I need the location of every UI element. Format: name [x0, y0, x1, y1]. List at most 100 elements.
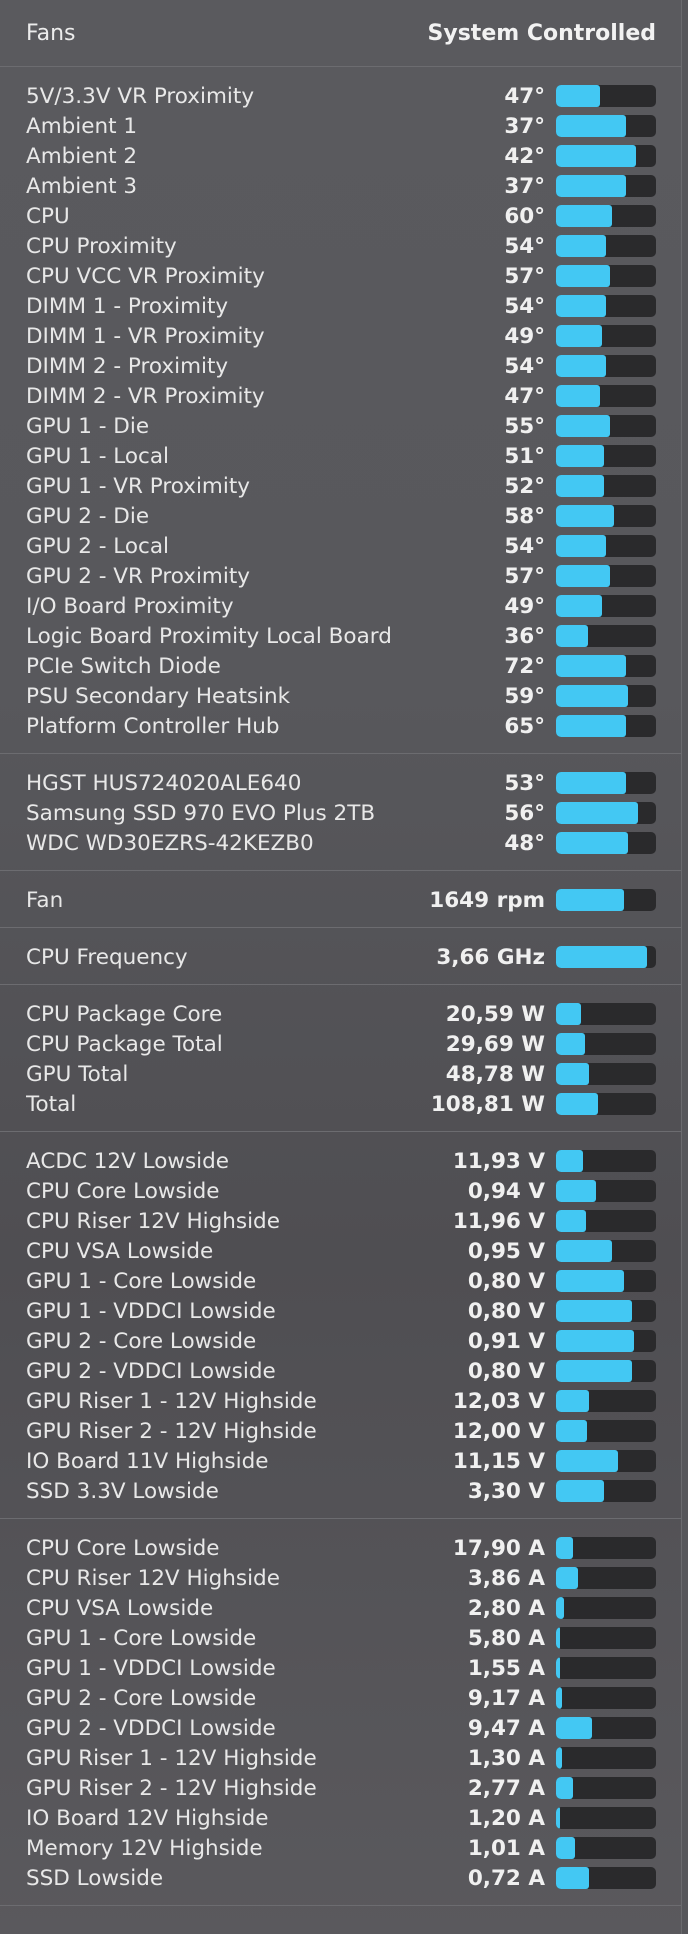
sensor-row[interactable]: HGST HUS724020ALE640 53°	[0, 768, 681, 798]
sensor-row[interactable]: Ambient 1 37°	[0, 111, 681, 141]
sensor-row[interactable]: 5V/3.3V VR Proximity 47°	[0, 81, 681, 111]
sensor-row[interactable]: GPU 2 - VDDCI Lowside 9,47 A	[0, 1713, 681, 1743]
sensor-row[interactable]: Logic Board Proximity Local Board 36°	[0, 621, 681, 651]
sensor-row[interactable]: CPU VSA Lowside 2,80 A	[0, 1593, 681, 1623]
sensor-value: 3,86 A	[467, 1565, 545, 1591]
sensor-label: Ambient 3	[26, 173, 138, 199]
sensor-row[interactable]: DIMM 2 - Proximity 54°	[0, 351, 681, 381]
sensor-value: 3,30 V	[467, 1478, 545, 1504]
level-bar	[556, 295, 656, 317]
sensor-row[interactable]: GPU 2 - Local 54°	[0, 531, 681, 561]
sensor-value: 59°	[504, 683, 545, 709]
sensor-label: IO Board 11V Highside	[26, 1448, 269, 1474]
sensor-row[interactable]: CPU Frequency 3,66 GHz	[0, 942, 681, 972]
sensor-value: 51°	[504, 443, 545, 469]
level-bar-fill	[556, 1657, 560, 1679]
sensor-row[interactable]: GPU Riser 1 - 12V Highside 12,03 V	[0, 1386, 681, 1416]
sensor-row[interactable]: IO Board 12V Highside 1,20 A	[0, 1803, 681, 1833]
temperatures-section: 5V/3.3V VR Proximity 47° Ambient 1 37° Ambie…	[0, 67, 681, 754]
sensor-label: ACDC 12V Lowside	[26, 1148, 230, 1174]
sensor-row[interactable]: Platform Controller Hub 65°	[0, 711, 681, 741]
level-bar-fill	[556, 445, 604, 467]
level-bar-fill	[556, 1390, 589, 1412]
sensor-row[interactable]: CPU Riser 12V Highside 3,86 A	[0, 1563, 681, 1593]
sensor-row[interactable]: DIMM 1 - VR Proximity 49°	[0, 321, 681, 351]
level-bar	[556, 1063, 656, 1085]
sensor-label: Platform Controller Hub	[26, 713, 280, 739]
sensor-label: GPU Total	[26, 1061, 129, 1087]
sensor-row[interactable]: Ambient 2 42°	[0, 141, 681, 171]
sensor-row[interactable]: SSD Lowside 0,72 A	[0, 1863, 681, 1893]
sensor-row[interactable]: GPU 1 - VDDCI Lowside 0,80 V	[0, 1296, 681, 1326]
sensor-label: Logic Board Proximity Local Board	[26, 623, 392, 649]
sensor-row[interactable]: GPU 2 - Core Lowside 0,91 V	[0, 1326, 681, 1356]
sensor-row[interactable]: PCIe Switch Diode 72°	[0, 651, 681, 681]
sensor-label: Ambient 2	[26, 143, 138, 169]
sensor-label: IO Board 12V Highside	[26, 1805, 269, 1831]
sensor-row[interactable]: CPU VCC VR Proximity 57°	[0, 261, 681, 291]
sensor-row[interactable]: CPU VSA Lowside 0,95 V	[0, 1236, 681, 1266]
sensor-row[interactable]: Ambient 3 37°	[0, 171, 681, 201]
fans-header-title: Fans	[26, 20, 76, 46]
sensor-row[interactable]: DIMM 2 - VR Proximity 47°	[0, 381, 681, 411]
sensor-row[interactable]: WDC WD30EZRS-42KEZB0 48°	[0, 828, 681, 858]
sensor-label: CPU VSA Lowside	[26, 1595, 214, 1621]
sensor-row[interactable]: GPU Riser 2 - 12V Highside 2,77 A	[0, 1773, 681, 1803]
sensor-row[interactable]: CPU Core Lowside 0,94 V	[0, 1176, 681, 1206]
sensor-row[interactable]: GPU Riser 2 - 12V Highside 12,00 V	[0, 1416, 681, 1446]
sensor-label: PSU Secondary Heatsink	[26, 683, 291, 709]
sensor-label: GPU 2 - Die	[26, 503, 150, 529]
sensor-row[interactable]: Fan 1649 rpm	[0, 885, 681, 915]
level-bar	[556, 235, 656, 257]
fan-mode-toggle[interactable]: System Controlled	[427, 20, 656, 46]
sensor-row[interactable]: GPU 1 - VR Proximity 52°	[0, 471, 681, 501]
sensor-value: 17,90 A	[452, 1535, 545, 1561]
sensor-row[interactable]: GPU Total 48,78 W	[0, 1059, 681, 1089]
level-bar-fill	[556, 115, 626, 137]
sensor-value: 0,72 A	[467, 1865, 545, 1891]
sensor-row[interactable]: GPU 2 - VDDCI Lowside 0,80 V	[0, 1356, 681, 1386]
sensor-row[interactable]: GPU 1 - Die 55°	[0, 411, 681, 441]
sensor-row[interactable]: CPU Package Total 29,69 W	[0, 1029, 681, 1059]
sensor-label: CPU VSA Lowside	[26, 1238, 214, 1264]
sensor-row[interactable]: DIMM 1 - Proximity 54°	[0, 291, 681, 321]
level-bar	[556, 1240, 656, 1262]
level-bar	[556, 1420, 656, 1442]
sensor-row[interactable]: IO Board 11V Highside 11,15 V	[0, 1446, 681, 1476]
level-bar-fill	[556, 889, 624, 911]
level-bar-fill	[556, 1807, 560, 1829]
level-bar-fill	[556, 1360, 632, 1382]
sensor-row[interactable]: CPU Package Core 20,59 W	[0, 999, 681, 1029]
sensor-row[interactable]: CPU 60°	[0, 201, 681, 231]
sensor-row[interactable]: GPU 1 - Core Lowside 0,80 V	[0, 1266, 681, 1296]
sensor-row[interactable]: Memory 12V Highside 1,01 A	[0, 1833, 681, 1863]
sensor-row[interactable]: GPU 1 - VDDCI Lowside 1,55 A	[0, 1653, 681, 1683]
sensor-row[interactable]: CPU Core Lowside 17,90 A	[0, 1533, 681, 1563]
sensor-row[interactable]: CPU Riser 12V Highside 11,96 V	[0, 1206, 681, 1236]
sensor-row[interactable]: Total 108,81 W	[0, 1089, 681, 1119]
level-bar-fill	[556, 1093, 598, 1115]
level-bar	[556, 265, 656, 287]
sensor-label: 5V/3.3V VR Proximity	[26, 83, 255, 109]
sensor-label: GPU 1 - VR Proximity	[26, 473, 250, 499]
fans-header: Fans System Controlled	[0, 0, 681, 67]
sensor-row[interactable]: PSU Secondary Heatsink 59°	[0, 681, 681, 711]
sensor-row[interactable]: I/O Board Proximity 49°	[0, 591, 681, 621]
level-bar-fill	[556, 295, 606, 317]
sensor-row[interactable]: Samsung SSD 970 EVO Plus 2TB 56°	[0, 798, 681, 828]
sensor-label: SSD 3.3V Lowside	[26, 1478, 219, 1504]
sensor-label: Fan	[26, 887, 64, 913]
sensor-row[interactable]: GPU Riser 1 - 12V Highside 1,30 A	[0, 1743, 681, 1773]
sensor-value: 65°	[504, 713, 545, 739]
sensor-row[interactable]: GPU 2 - Core Lowside 9,17 A	[0, 1683, 681, 1713]
level-bar-fill	[556, 685, 628, 707]
sensor-row[interactable]: SSD 3.3V Lowside 3,30 V	[0, 1476, 681, 1506]
sensor-value: 49°	[504, 593, 545, 619]
sensor-row[interactable]: CPU Proximity 54°	[0, 231, 681, 261]
sensor-row[interactable]: ACDC 12V Lowside 11,93 V	[0, 1146, 681, 1176]
sensor-row[interactable]: GPU 2 - VR Proximity 57°	[0, 561, 681, 591]
sensor-row[interactable]: GPU 2 - Die 58°	[0, 501, 681, 531]
level-bar-fill	[556, 415, 610, 437]
sensor-row[interactable]: GPU 1 - Core Lowside 5,80 A	[0, 1623, 681, 1653]
sensor-row[interactable]: GPU 1 - Local 51°	[0, 441, 681, 471]
